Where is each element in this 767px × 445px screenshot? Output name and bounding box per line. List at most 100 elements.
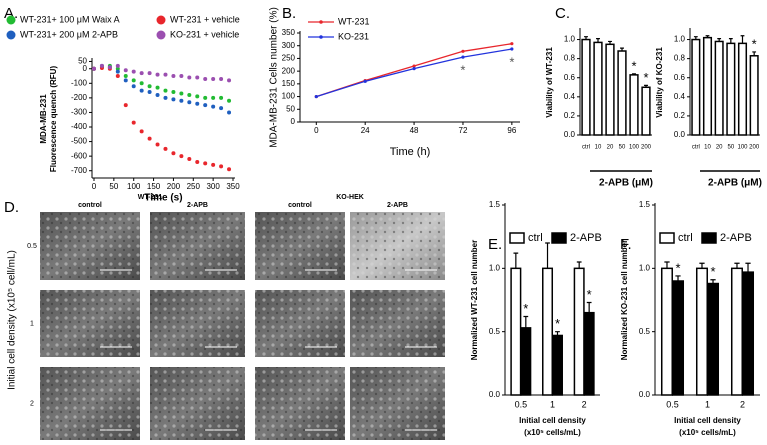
y-tick-label: 0.5 bbox=[639, 327, 651, 336]
point bbox=[187, 92, 192, 97]
x-tick-label: ctrl bbox=[692, 145, 700, 151]
row-label: 0.5 bbox=[27, 243, 37, 250]
x-tick-label: 250 bbox=[187, 182, 201, 191]
point bbox=[171, 74, 176, 79]
error-bar bbox=[705, 35, 710, 38]
point bbox=[179, 91, 184, 96]
legend-label: 2-APB bbox=[570, 232, 602, 244]
point bbox=[187, 75, 192, 80]
bar bbox=[605, 43, 615, 136]
panel-letter: E. bbox=[488, 236, 502, 253]
error-bar bbox=[693, 36, 698, 40]
y-tick-label: 50 bbox=[286, 104, 295, 113]
x-label: 2-APB (μM) bbox=[708, 178, 762, 189]
significance: * bbox=[587, 287, 592, 302]
marker bbox=[412, 67, 416, 71]
x-tick-label: 50 bbox=[727, 145, 734, 151]
y-label: Normalized WT-231 cell number bbox=[470, 240, 479, 360]
y-tick-label: 300 bbox=[282, 41, 296, 50]
error-bar bbox=[675, 275, 681, 281]
marker bbox=[461, 49, 465, 53]
line bbox=[316, 48, 512, 98]
bar bbox=[714, 40, 724, 136]
y-tick-label: 0.6 bbox=[674, 73, 686, 82]
y-label: Fluorescence quench (RFU) bbox=[49, 66, 58, 173]
point bbox=[115, 63, 120, 68]
x-tick-label: 50 bbox=[109, 182, 118, 191]
y-tick-label: 1.5 bbox=[639, 200, 651, 209]
point bbox=[107, 65, 112, 70]
y-tick-label: 100 bbox=[282, 92, 296, 101]
legend-label: KO-231 + vehicle bbox=[170, 29, 239, 39]
legend-label: WT-231 bbox=[338, 16, 370, 26]
legend-swatch bbox=[701, 232, 717, 244]
y-tick-label: 0.0 bbox=[564, 130, 576, 139]
micrograph-texture bbox=[350, 367, 445, 440]
bar bbox=[629, 74, 639, 136]
point bbox=[219, 164, 224, 169]
point bbox=[187, 157, 192, 162]
y-tick-label: 0.4 bbox=[564, 92, 576, 101]
panel-letter: D. bbox=[4, 199, 19, 216]
marker bbox=[412, 64, 416, 68]
legend-label: WT-231+ 200 μM 2-APB bbox=[20, 29, 118, 39]
point bbox=[123, 103, 128, 108]
column-label: control bbox=[78, 202, 102, 209]
point bbox=[123, 68, 128, 73]
x-tick-label: 96 bbox=[507, 126, 516, 135]
point bbox=[155, 85, 160, 90]
micrograph-texture bbox=[150, 212, 245, 280]
y-label: MDA-MB-231 bbox=[39, 94, 48, 144]
error-bar bbox=[740, 35, 745, 44]
bar bbox=[583, 311, 595, 396]
y-tick-label: 0.4 bbox=[674, 92, 686, 101]
x-tick-label: 20 bbox=[716, 145, 723, 151]
error-bar bbox=[608, 40, 612, 45]
point bbox=[139, 71, 144, 76]
point bbox=[115, 74, 120, 79]
x-tick-label: 48 bbox=[410, 126, 419, 135]
column-label: 2-APB bbox=[187, 202, 208, 209]
point bbox=[203, 95, 208, 100]
x-label: Initial cell density bbox=[519, 416, 586, 425]
point bbox=[179, 154, 184, 159]
bar bbox=[660, 267, 673, 396]
point bbox=[195, 94, 200, 99]
bar bbox=[672, 280, 685, 396]
significance: * bbox=[752, 36, 757, 51]
legend-swatch bbox=[6, 30, 16, 40]
point bbox=[195, 159, 200, 164]
y-tick-label: 250 bbox=[282, 54, 296, 63]
x-tick-label: 200 bbox=[749, 145, 760, 151]
significance: * bbox=[509, 54, 514, 69]
micrograph-texture bbox=[255, 367, 345, 440]
y-tick-label: 200 bbox=[282, 66, 296, 75]
significance: * bbox=[631, 58, 636, 73]
point bbox=[99, 63, 104, 68]
error-bar bbox=[699, 262, 705, 269]
error-bar bbox=[584, 36, 588, 40]
panel-letter: B. bbox=[282, 5, 296, 22]
y-tick-label: 1.0 bbox=[639, 263, 651, 272]
y-label: Normalized KO-231 cell number bbox=[620, 240, 629, 360]
significance: * bbox=[710, 264, 715, 279]
error-bar bbox=[513, 252, 519, 269]
micrograph-texture bbox=[40, 212, 140, 280]
y-tick-label: -500 bbox=[71, 137, 88, 146]
y-tick-label: 0.0 bbox=[639, 390, 651, 399]
bar bbox=[742, 271, 755, 396]
point bbox=[203, 103, 208, 108]
y-tick-label: 0.8 bbox=[564, 54, 576, 63]
y-tick-label: 0.0 bbox=[674, 130, 686, 139]
error-bar bbox=[576, 261, 582, 269]
micrograph-texture bbox=[350, 212, 445, 280]
error-bar bbox=[752, 51, 757, 56]
legend-label: 2-APB bbox=[720, 232, 752, 244]
group-label: WT-231 bbox=[138, 194, 163, 201]
x-tick-label: 100 bbox=[737, 145, 748, 151]
legend-swatch bbox=[156, 15, 166, 25]
legend-swatch bbox=[551, 232, 567, 244]
point bbox=[187, 100, 192, 105]
chart: 0.0 0.5 1.0 1.5 0.5 1 2 E. Normalized WT-231 cel… bbox=[470, 200, 602, 437]
y-tick-label: -400 bbox=[71, 122, 88, 131]
